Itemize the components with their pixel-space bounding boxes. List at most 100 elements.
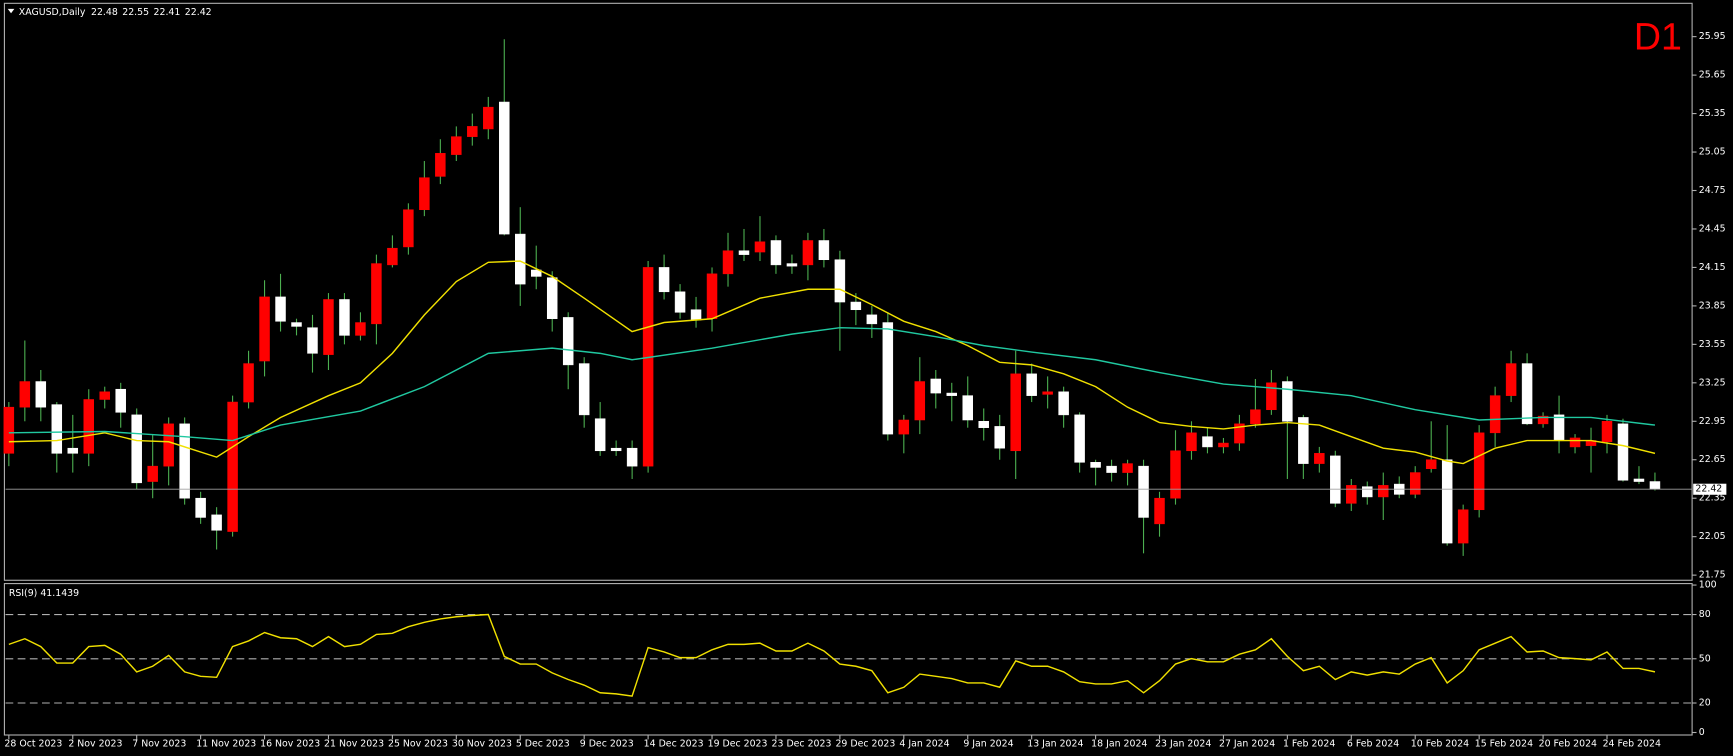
candle-body xyxy=(1122,463,1133,473)
close-value: 22.42 xyxy=(185,7,212,18)
candle-body xyxy=(1521,363,1533,425)
candle-body xyxy=(994,426,1005,449)
candle-body xyxy=(1250,409,1261,425)
candle-body xyxy=(131,414,142,484)
candle-body xyxy=(387,247,398,266)
candle-body xyxy=(147,465,158,482)
candle-body xyxy=(898,419,910,435)
candle-body xyxy=(722,250,734,275)
x-tick-label: 27 Jan 2024 xyxy=(1219,738,1275,749)
price-panel-frame xyxy=(3,2,1693,581)
candle-body xyxy=(594,418,606,452)
candle-body xyxy=(371,263,382,325)
x-tick-label: 5 Dec 2023 xyxy=(516,738,570,749)
candle-body xyxy=(1202,436,1213,448)
candle-body xyxy=(275,296,286,322)
y-tick-label: 25.05 xyxy=(1699,147,1726,158)
candle-body xyxy=(163,423,174,467)
candle-body xyxy=(1074,414,1085,463)
y-tick-label: 24.75 xyxy=(1699,185,1726,196)
x-tick-label: 29 Dec 2023 xyxy=(835,738,895,749)
candle-body xyxy=(339,299,350,336)
candle-body xyxy=(419,177,430,211)
candle-body xyxy=(850,301,862,311)
x-tick-label: 10 Feb 2024 xyxy=(1411,738,1469,749)
x-tick-label: 23 Dec 2023 xyxy=(772,738,832,749)
candle-body xyxy=(467,126,478,137)
candle-body xyxy=(658,267,670,293)
candle-body xyxy=(1441,459,1453,544)
y-tick-label: 25.35 xyxy=(1699,108,1726,119)
candle-body xyxy=(1282,381,1293,422)
rsi-line xyxy=(8,613,1656,697)
timeframe-label: D1 xyxy=(1634,16,1682,58)
y-tick-label: 80 xyxy=(1699,609,1711,620)
y-tick-label: 22.65 xyxy=(1699,454,1726,465)
x-tick-label: 20 Feb 2024 xyxy=(1539,738,1597,749)
candle-body xyxy=(195,497,206,518)
candle-body xyxy=(307,327,318,354)
last-price-label: 22.42 xyxy=(1695,484,1722,495)
y-tick-label: 25.65 xyxy=(1699,70,1726,81)
candle-body xyxy=(1218,442,1229,448)
candle-body xyxy=(35,381,47,408)
x-tick-label: 15 Feb 2024 xyxy=(1475,738,1533,749)
candle-body xyxy=(1473,432,1485,511)
candle-body xyxy=(1170,450,1181,499)
x-tick-label: 7 Nov 2023 xyxy=(132,738,186,749)
candle-body xyxy=(1154,497,1165,525)
x-tick-label: 24 Feb 2024 xyxy=(1603,738,1661,749)
candle-body xyxy=(243,363,254,403)
candle-body xyxy=(626,447,638,467)
candle-body xyxy=(1362,486,1373,498)
candle-body xyxy=(211,514,222,531)
candle-body xyxy=(1090,462,1101,468)
candle-body xyxy=(1058,391,1069,416)
y-tick-label: 22.35 xyxy=(1699,493,1726,504)
moving-average xyxy=(8,260,1656,465)
y-tick-label: 21.75 xyxy=(1699,570,1726,581)
candle-body xyxy=(323,299,334,355)
x-tick-label: 1 Feb 2024 xyxy=(1283,738,1335,749)
candle-body xyxy=(834,259,846,303)
menu-triangle[interactable] xyxy=(7,8,15,14)
candle-body xyxy=(1457,509,1469,544)
candle-body xyxy=(259,296,270,362)
y-tick-label: 23.55 xyxy=(1699,339,1726,350)
candle-body xyxy=(227,401,238,532)
candle-body xyxy=(690,309,702,321)
y-tick-label: 24.15 xyxy=(1699,262,1726,273)
candle-body xyxy=(930,378,942,394)
candle-body xyxy=(1649,481,1661,490)
candle-body xyxy=(562,317,574,366)
x-tick-label: 13 Jan 2024 xyxy=(1027,738,1083,749)
candle-body xyxy=(674,291,686,313)
candle-body xyxy=(1425,459,1437,469)
candle-body xyxy=(355,322,366,336)
high-value: 22.55 xyxy=(122,7,149,18)
y-tick-label: 23.85 xyxy=(1699,300,1726,311)
x-tick-label: 28 Oct 2023 xyxy=(4,738,62,749)
y-tick-label: 0 xyxy=(1699,727,1705,738)
y-tick-label: 24.45 xyxy=(1699,223,1726,234)
last-price-box xyxy=(1693,483,1727,495)
symbol-title: XAGUSD,Daily xyxy=(19,7,86,18)
candle-body xyxy=(978,421,989,428)
x-tick-label: 6 Feb 2024 xyxy=(1347,738,1399,749)
x-tick-label: 4 Jan 2024 xyxy=(899,738,949,749)
y-tick-label: 25.95 xyxy=(1699,31,1726,42)
candle-body xyxy=(754,241,766,253)
candle-body xyxy=(435,153,446,177)
x-tick-label: 11 Nov 2023 xyxy=(196,738,256,749)
symbol-header: XAGUSD,Daily 22.48 22.55 22.41 22.42 xyxy=(19,7,212,18)
x-tick-label: 25 Nov 2023 xyxy=(388,738,448,749)
candle-body xyxy=(1409,472,1421,495)
low-value: 22.41 xyxy=(154,7,181,18)
candle-body xyxy=(1186,432,1197,452)
y-tick-label: 20 xyxy=(1699,698,1711,709)
candle-body xyxy=(738,250,750,255)
candle-body xyxy=(83,399,94,454)
candle-body xyxy=(1138,465,1149,518)
candle-body xyxy=(1489,395,1501,434)
